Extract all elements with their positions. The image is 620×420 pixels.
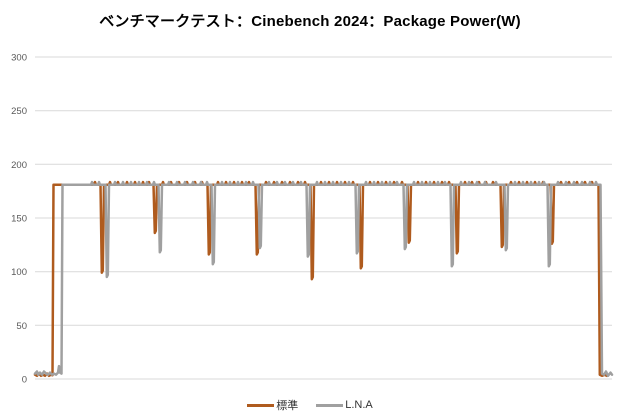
- legend-label-standard: 標準: [276, 400, 299, 412]
- y-axis-tick-label: 150: [11, 214, 27, 225]
- legend-swatch-standard: [247, 403, 275, 407]
- y-axis-tick-label: 0: [22, 375, 27, 386]
- series-line-standard: [33, 180, 609, 378]
- y-axis-tick-label: 250: [11, 106, 27, 117]
- legend-swatch-lna: [316, 403, 344, 407]
- series-line-lna: [33, 180, 614, 378]
- legend-item-lna: L.N.A: [316, 399, 373, 411]
- y-axis-tick-label: 100: [11, 267, 27, 278]
- legend: 標準 L.N.A: [0, 397, 620, 413]
- chart-title: ベンチマークテスト：Cinebench 2024：Package Power(W…: [99, 13, 521, 30]
- y-axis-tick-label: 200: [11, 160, 27, 171]
- y-axis-tick-label: 300: [11, 53, 27, 64]
- legend-item-standard: 標準: [247, 397, 298, 413]
- y-axis-tick-label: 50: [16, 321, 27, 332]
- legend-label-lna: L.N.A: [345, 399, 373, 411]
